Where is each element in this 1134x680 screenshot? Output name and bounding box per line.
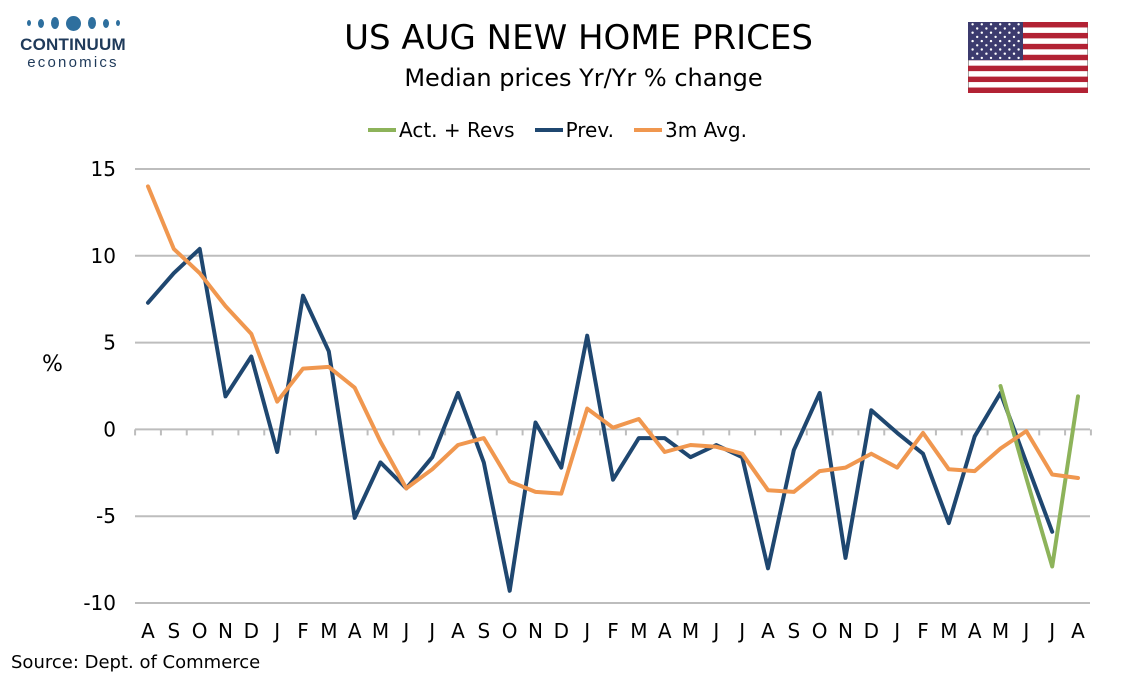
- x-tick-label: J: [1047, 619, 1055, 643]
- legend-label-prev: Prev.: [565, 118, 614, 142]
- x-tick-label: N: [528, 619, 543, 643]
- y-tick-label: 10: [91, 244, 116, 268]
- x-tick-label: J: [401, 619, 409, 643]
- y-tick-label: -5: [96, 504, 116, 528]
- x-tick-label: N: [218, 619, 233, 643]
- y-tick-label: -10: [83, 591, 116, 615]
- series-line-actual: [998, 384, 1080, 569]
- x-tick-label: M: [992, 619, 1009, 643]
- x-tick-label: J: [582, 619, 590, 643]
- x-tick-label: F: [917, 619, 929, 643]
- x-tick-label: D: [244, 619, 259, 643]
- x-tick-label: J: [1021, 619, 1029, 643]
- x-tick-label: M: [372, 619, 389, 643]
- x-tick-label: M: [682, 619, 699, 643]
- y-tick-label: 15: [91, 157, 116, 181]
- x-tick-label: A: [451, 619, 465, 643]
- x-tick-label: D: [864, 619, 879, 643]
- us-flag-icon: [968, 22, 1088, 93]
- logo-name: CONTINUUM: [20, 35, 126, 54]
- x-tick-label: A: [968, 619, 982, 643]
- x-tick-label: J: [711, 619, 719, 643]
- x-tick-label: A: [761, 619, 775, 643]
- x-tick-label: S: [167, 619, 180, 643]
- legend-item-prev: Prev.: [534, 118, 614, 142]
- series-line-prev: [146, 246, 1055, 593]
- legend-swatch-prev: [534, 128, 563, 132]
- x-tick-label: O: [812, 619, 828, 643]
- y-axis-label: %: [42, 352, 63, 377]
- x-tick-label: D: [554, 619, 569, 643]
- x-tick-label: S: [477, 619, 490, 643]
- legend-item-actual: Act. + Revs: [368, 118, 515, 142]
- continuum-logo: CONTINUUM economics: [14, 14, 132, 71]
- x-tick-label: J: [737, 619, 745, 643]
- x-tick-label: A: [141, 619, 155, 643]
- x-tick-label: M: [940, 619, 957, 643]
- chart-subtitle: Median prices Yr/Yr % change: [404, 64, 763, 92]
- x-tick-label: A: [1071, 619, 1085, 643]
- x-tick-label: M: [630, 619, 647, 643]
- series-line-avg: [146, 184, 1080, 496]
- x-tick-label: N: [838, 619, 853, 643]
- chart-title: US AUG NEW HOME PRICES: [344, 18, 813, 58]
- logo-dots-icon: [14, 14, 132, 32]
- chart-legend: Act. + Revs Prev. 3m Avg.: [368, 118, 767, 142]
- x-tick-label: J: [272, 619, 280, 643]
- legend-label-avg: 3m Avg.: [665, 118, 747, 142]
- x-tick-label: O: [502, 619, 518, 643]
- x-tick-label: F: [297, 619, 309, 643]
- source-note: Source: Dept. of Commerce: [11, 652, 261, 673]
- x-tick-label: A: [348, 619, 362, 643]
- x-tick-label: O: [192, 619, 208, 643]
- y-tick-label: 5: [103, 331, 116, 355]
- x-tick-label: A: [658, 619, 672, 643]
- legend-swatch-avg: [634, 128, 662, 132]
- legend-item-avg: 3m Avg.: [634, 118, 747, 142]
- logo-subname: economics: [27, 54, 119, 71]
- x-tick-label: J: [892, 619, 900, 643]
- x-tick-label: M: [320, 619, 337, 643]
- x-tick-label: F: [607, 619, 619, 643]
- x-tick-label: J: [427, 619, 435, 643]
- x-tick-label: S: [787, 619, 800, 643]
- legend-swatch-actual: [368, 128, 396, 132]
- legend-label-actual: Act. + Revs: [399, 118, 515, 142]
- y-tick-label: 0: [103, 417, 116, 441]
